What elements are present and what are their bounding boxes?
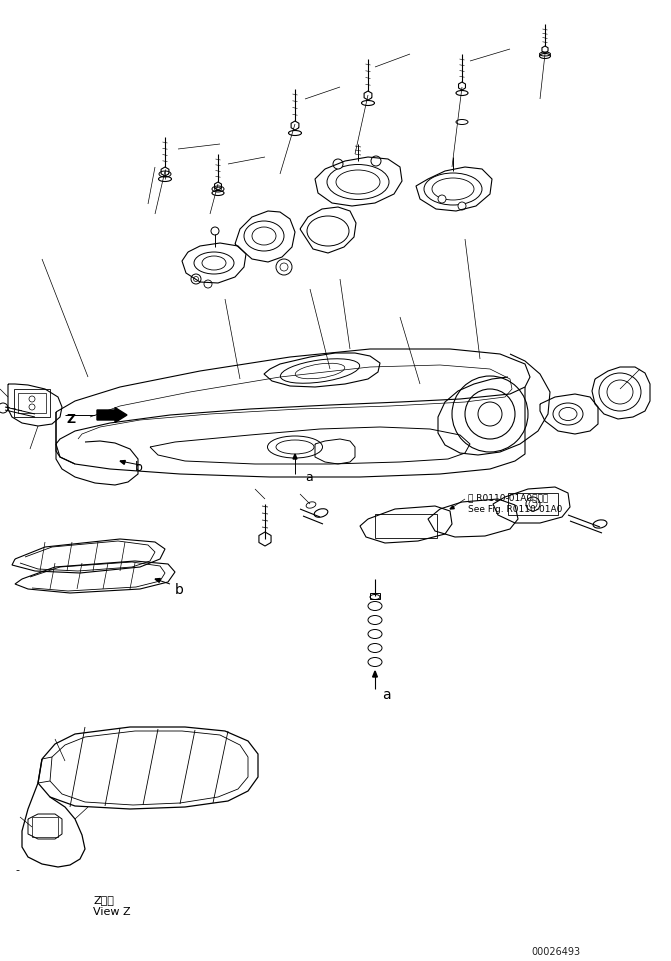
Bar: [375, 514, 437, 538]
Bar: [508, 494, 558, 515]
Text: b: b: [175, 582, 184, 597]
Polygon shape: [120, 461, 125, 465]
Polygon shape: [293, 455, 297, 459]
Bar: [14, 389, 50, 418]
Circle shape: [29, 397, 35, 403]
Text: b: b: [135, 461, 143, 474]
Circle shape: [276, 259, 292, 276]
Circle shape: [465, 389, 515, 439]
Text: View Z: View Z: [93, 906, 131, 916]
Text: Z: Z: [66, 413, 75, 426]
Bar: [18, 394, 46, 413]
Circle shape: [191, 275, 201, 284]
FancyArrow shape: [97, 408, 127, 423]
Bar: [370, 593, 380, 600]
Circle shape: [211, 228, 219, 235]
Circle shape: [526, 498, 540, 511]
Circle shape: [204, 281, 212, 288]
Circle shape: [280, 263, 288, 272]
Polygon shape: [372, 672, 377, 678]
Circle shape: [529, 501, 537, 508]
Circle shape: [371, 157, 381, 167]
Text: a: a: [382, 687, 391, 702]
Bar: [32, 817, 58, 837]
Text: 00026493: 00026493: [531, 946, 580, 956]
Circle shape: [458, 203, 466, 210]
Circle shape: [0, 404, 8, 413]
Text: See Fig. R0110-01A0: See Fig. R0110-01A0: [468, 505, 562, 514]
Text: 第 R0110-01A0図参照: 第 R0110-01A0図参照: [468, 493, 548, 502]
Polygon shape: [450, 506, 454, 509]
Text: a: a: [305, 471, 313, 484]
Circle shape: [438, 196, 446, 204]
Circle shape: [478, 403, 502, 427]
Circle shape: [29, 405, 35, 410]
Circle shape: [452, 377, 528, 453]
Polygon shape: [155, 579, 160, 582]
Circle shape: [333, 160, 343, 170]
Text: Z　視: Z 視: [93, 894, 114, 904]
Text: -: -: [15, 864, 19, 875]
Circle shape: [193, 277, 199, 283]
